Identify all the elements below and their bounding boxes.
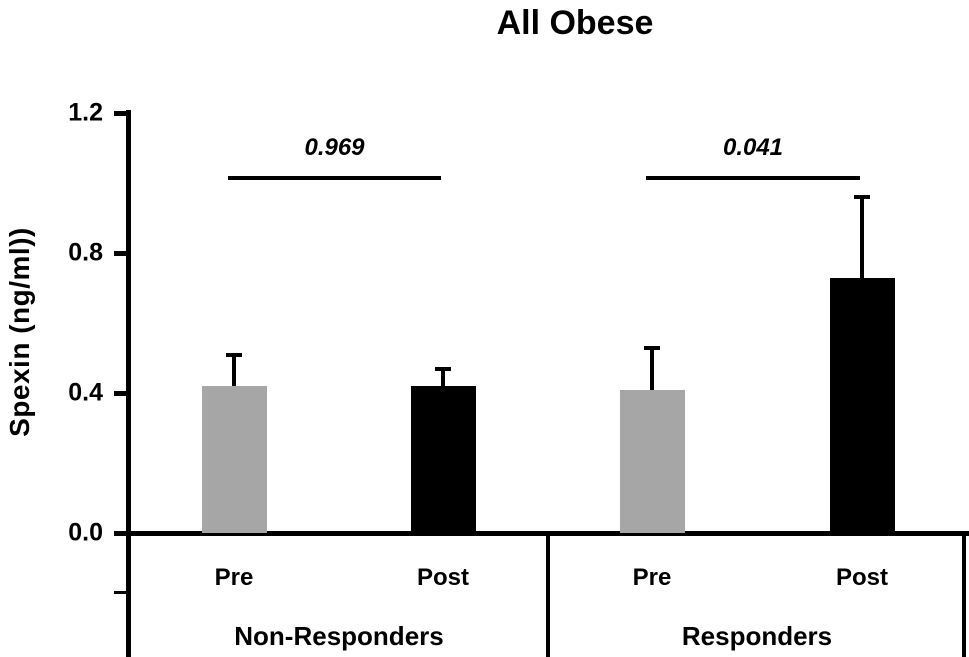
category-label-post-responders: Post [835, 564, 889, 591]
bar-pre-responders [619, 389, 685, 533]
bar-post-non-responders [410, 386, 476, 533]
group-label-non-responders: Non-Responders [234, 621, 444, 651]
error-bar-cap-pre-responders [644, 345, 660, 350]
error-bar-pre-responders [650, 347, 654, 390]
group-label-responders: Responders [681, 621, 833, 651]
bar-post-responders [829, 277, 895, 533]
bar-pre-non-responders [201, 386, 267, 533]
category-label-pre-non-responders: Pre [214, 564, 254, 591]
y-tick-0.4 [114, 391, 128, 396]
group-divider [546, 534, 550, 657]
y-axis-line [126, 110, 131, 657]
error-bar-cap-pre-non-responders [226, 352, 242, 357]
error-bar-cap-post-responders [854, 195, 870, 199]
y-tick-label-0.0: 0.0 [68, 518, 103, 547]
error-bar-pre-non-responders [232, 354, 236, 386]
significance-line-non-responders [228, 176, 441, 180]
category-label-post-non-responders: Post [416, 564, 470, 591]
category-label-pre-responders: Pre [632, 564, 672, 591]
x-axis-line [126, 531, 969, 536]
chart-title: All Obese [496, 4, 654, 42]
category-tier-tick [114, 591, 127, 594]
y-tick-0.8 [114, 251, 128, 256]
axis-right-border [962, 534, 966, 657]
error-bar-post-non-responders [441, 368, 445, 386]
y-tick-1.2 [114, 111, 128, 116]
y-tick-0.0 [114, 531, 128, 536]
error-bar-cap-post-non-responders [435, 366, 451, 371]
p-value-non-responders: 0.969 [304, 134, 365, 161]
y-tick-label-0.4: 0.4 [68, 378, 103, 407]
error-bar-post-responders [860, 197, 864, 278]
significance-line-responders [646, 176, 860, 180]
p-value-responders: 0.041 [722, 134, 784, 161]
y-tick-label-0.8: 0.8 [68, 238, 103, 267]
y-tick-label-1.2: 1.2 [68, 98, 103, 127]
